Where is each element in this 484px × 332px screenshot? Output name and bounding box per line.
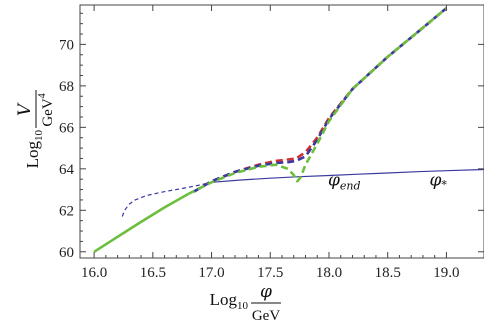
x-axis-label-numerator: φ (260, 282, 272, 302)
y-axis-label-main: Log (23, 141, 42, 169)
svg-text:GeV4: GeV4 (37, 93, 56, 126)
series-line-2 (193, 7, 448, 193)
series-line-1 (121, 181, 212, 217)
y-tick-label: 68 (59, 79, 74, 95)
x-tick-label: 16.5 (140, 265, 166, 281)
x-tick-label: 18.5 (375, 265, 401, 281)
x-tick-label: 16.0 (81, 265, 107, 281)
annotation-label-1: φ* (429, 170, 447, 191)
y-axis-label: Log10 V GeV4 (15, 90, 56, 168)
svg-text:Log10: Log10 (210, 290, 249, 312)
series-line-4 (93, 192, 189, 253)
annotation-label-0: φend (328, 170, 361, 192)
ticks: 16.0 16.5 17.0 17.5 18.0 18.5 19.0 60 62 64 66 68 70 (59, 5, 484, 281)
x-tick-label: 17.5 (257, 265, 283, 281)
annotations: φend φ* (328, 170, 447, 192)
y-tick-label: 66 (59, 120, 75, 136)
y-axis-label-denominator-sup: 4 (37, 93, 48, 98)
x-tick-label: 19.0 (433, 265, 459, 281)
x-axis-label-denominator: GeV (252, 308, 280, 324)
svg-text:Log10: Log10 (23, 130, 45, 169)
x-tick-label: 18.0 (316, 265, 342, 281)
series-line-5 (187, 7, 448, 196)
plot-frame (79, 4, 484, 259)
x-axis-label-sub: 10 (237, 300, 249, 312)
x-tick-label: 17.0 (198, 265, 224, 281)
y-tick-label: 62 (59, 203, 74, 219)
y-tick-label: 64 (59, 162, 75, 178)
x-axis-label: Log10 φ GeV (210, 282, 281, 324)
series-line-0 (211, 168, 484, 183)
curves (93, 7, 484, 253)
y-axis-label-denominator: GeV (40, 98, 56, 126)
x-axis-label-main: Log (210, 290, 238, 309)
y-tick-label: 70 (59, 37, 74, 53)
y-axis-label-numerator: V (15, 102, 35, 116)
y-axis-label-sub: 10 (33, 130, 45, 142)
y-tick-label: 60 (59, 245, 74, 261)
series-line-3 (193, 7, 448, 193)
